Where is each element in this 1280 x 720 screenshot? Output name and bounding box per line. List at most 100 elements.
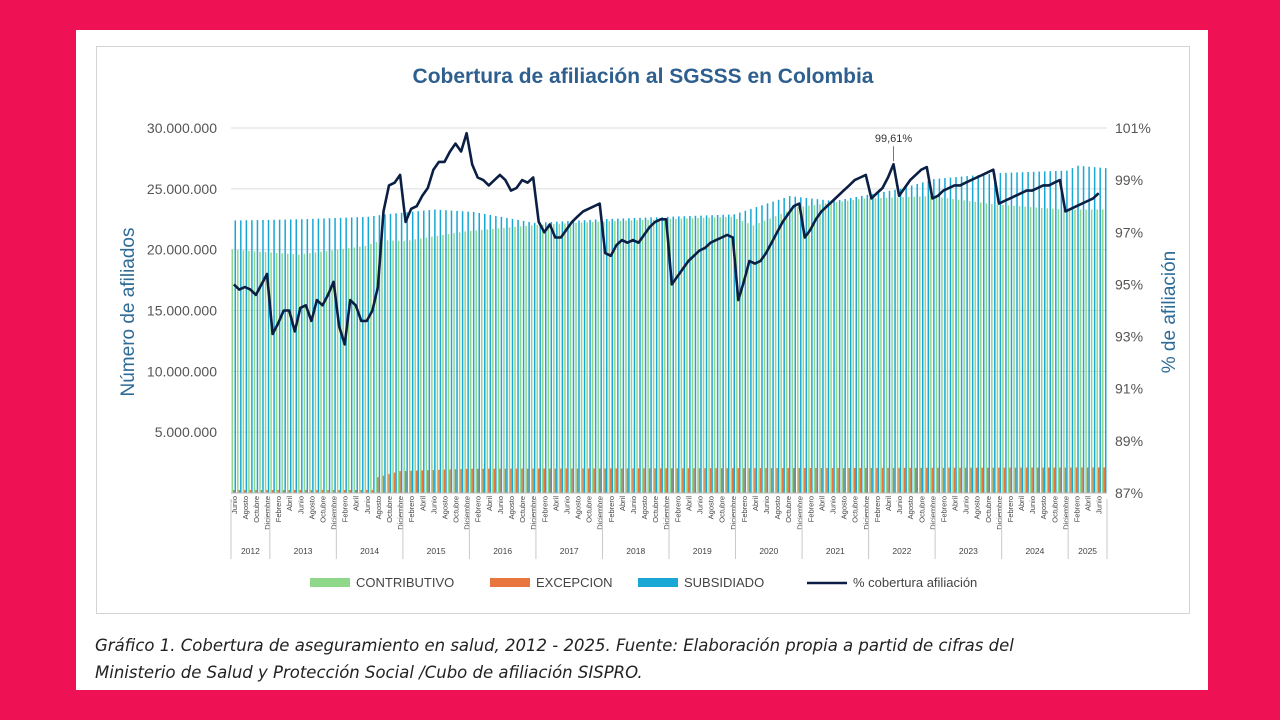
bar-contributivo [331, 250, 333, 493]
x-tick-label: Octubre [585, 496, 594, 523]
bar-subsidiado [877, 192, 880, 493]
bar-excepcion [809, 468, 812, 493]
bar-excepcion [704, 468, 706, 493]
x-tick-label: Abril [285, 496, 294, 511]
bar-contributivo [469, 230, 472, 493]
bar-contributivo [669, 219, 672, 493]
bar-subsidiado [267, 219, 270, 493]
bar-excepcion [598, 468, 601, 493]
bar-subsidiado [800, 197, 802, 493]
bar-excepcion [998, 467, 1000, 493]
bar-excepcion [715, 468, 717, 493]
bar-subsidiado [411, 211, 414, 493]
x-tick-label: Octubre [452, 496, 461, 523]
bar-subsidiado [628, 218, 630, 493]
bar-contributivo [680, 218, 683, 493]
bar-excepcion [632, 468, 634, 493]
bar-contributivo [630, 220, 633, 493]
bar-contributivo [259, 251, 261, 493]
x-tick-label: Agosto [1039, 496, 1048, 519]
bar-contributivo [403, 241, 405, 493]
bar-contributivo [431, 236, 433, 493]
bar-contributivo [442, 234, 444, 493]
bar-subsidiado [511, 218, 514, 493]
x-tick-label: Junio [496, 496, 505, 514]
bar-subsidiado [977, 175, 979, 494]
bar-subsidiado [733, 214, 736, 493]
legend-label: SUBSIDIADO [684, 575, 764, 590]
bar-excepcion [388, 474, 390, 493]
bar-subsidiado [716, 214, 719, 493]
bar-excepcion [820, 467, 823, 493]
bar-subsidiado [788, 196, 791, 493]
bar-excepcion [654, 468, 656, 493]
bar-subsidiado [611, 218, 614, 493]
bar-excepcion [476, 468, 479, 493]
bar-subsidiado [484, 213, 486, 493]
bar-excepcion [732, 468, 734, 493]
year-label: 2017 [560, 546, 579, 556]
y2-tick-label: 87% [1115, 485, 1143, 501]
bar-excepcion [482, 468, 485, 493]
bar-excepcion [837, 467, 839, 493]
bar-contributivo [1046, 208, 1049, 494]
bar-excepcion [981, 467, 984, 493]
bar-excepcion [720, 468, 723, 493]
bar-excepcion [238, 489, 241, 493]
bar-excepcion [748, 468, 751, 493]
bar-excepcion [382, 475, 385, 493]
bar-excepcion [593, 468, 595, 493]
bar-contributivo [342, 248, 344, 493]
bar-subsidiado [994, 173, 996, 493]
bar-subsidiado [1010, 172, 1013, 493]
bar-excepcion [249, 489, 252, 493]
x-tick-label: Diciembre [795, 496, 804, 530]
bar-subsidiado [639, 217, 641, 493]
bar-excepcion [676, 468, 679, 493]
bar-excepcion [305, 489, 307, 493]
bar-subsidiado [306, 219, 309, 493]
bar-subsidiado [356, 217, 358, 493]
bar-contributivo [414, 239, 416, 493]
x-tick-label: Diciembre [396, 496, 405, 530]
bar-contributivo [447, 234, 450, 493]
bar-contributivo [769, 218, 771, 494]
bar-excepcion [659, 468, 662, 493]
bar-contributivo [558, 223, 561, 493]
bar-excepcion [299, 489, 302, 493]
x-tick-label: Febrero [806, 496, 815, 522]
bar-excepcion [604, 468, 606, 493]
bar-subsidiado [971, 175, 974, 493]
x-tick-label: Agosto [307, 496, 316, 519]
bar-excepcion [970, 467, 972, 493]
bar-excepcion [449, 469, 451, 493]
bar-contributivo [880, 197, 882, 494]
bar-excepcion [565, 468, 568, 493]
bar-subsidiado [1060, 170, 1063, 493]
bar-subsidiado [406, 212, 408, 493]
bar-contributivo [237, 250, 239, 493]
bar-excepcion [504, 468, 507, 493]
x-tick-label: Agosto [973, 496, 982, 519]
bar-excepcion [526, 468, 529, 493]
bar-excepcion [332, 489, 335, 493]
bar-subsidiado [633, 218, 636, 494]
bar-subsidiado [256, 220, 259, 494]
bar-contributivo [919, 196, 921, 494]
x-tick-label: Junio [1028, 496, 1037, 514]
bar-contributivo [569, 223, 572, 493]
bar-contributivo [353, 247, 355, 493]
x-tick-label: Febrero [673, 496, 682, 522]
bar-subsidiado [251, 220, 253, 493]
bar-contributivo [1013, 205, 1015, 493]
bar-excepcion [443, 469, 446, 493]
bar-contributivo [386, 240, 389, 493]
x-tick-label: Febrero [407, 496, 416, 522]
bar-subsidiado [805, 197, 808, 494]
bar-contributivo [741, 221, 744, 493]
bar-contributivo [325, 250, 328, 493]
bar-subsidiado [472, 211, 475, 493]
legend-swatch [490, 578, 530, 587]
x-tick-label: Octubre [917, 496, 926, 523]
bar-subsidiado [345, 217, 347, 493]
